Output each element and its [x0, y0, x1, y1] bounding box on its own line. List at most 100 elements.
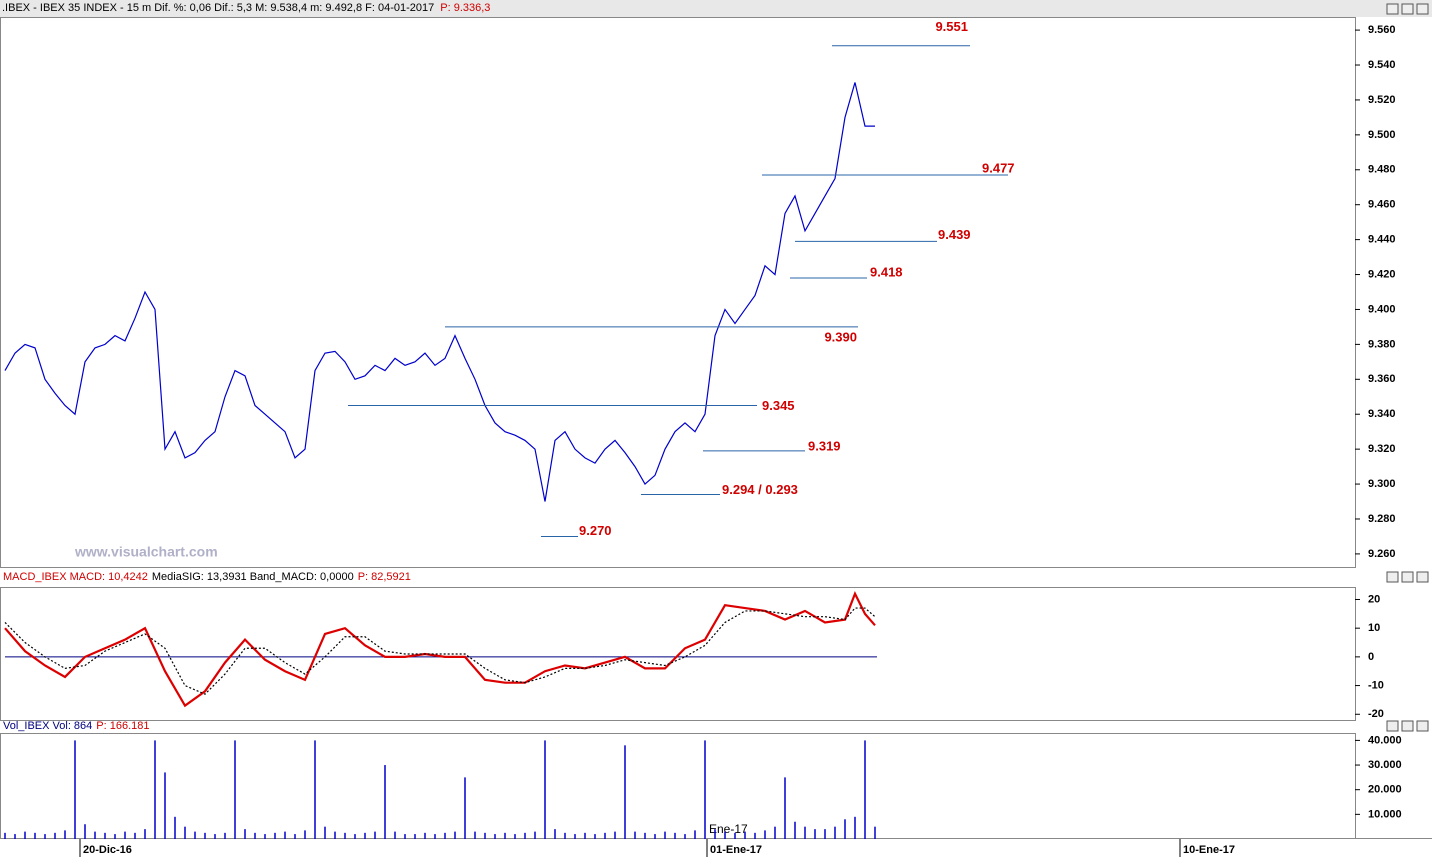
volume-bar	[104, 832, 106, 839]
volume-bar	[624, 745, 626, 839]
volume-bar	[464, 777, 466, 839]
volume-bar	[354, 834, 356, 839]
volume-bar	[574, 834, 576, 839]
y-tick-label: 9.360	[1368, 373, 1396, 385]
y-tick-label: 0	[1368, 651, 1374, 663]
volume-bar	[534, 831, 536, 839]
volume-bar	[754, 832, 756, 839]
close-button[interactable]	[1416, 720, 1429, 732]
volume-bar	[324, 826, 326, 839]
y-tick-label: 9.400	[1368, 303, 1396, 315]
minimize-button[interactable]	[1386, 571, 1399, 583]
volume-bar	[214, 834, 216, 839]
volume-bar	[194, 831, 196, 839]
volume-bar	[494, 834, 496, 839]
y-tick-label: 9.540	[1368, 59, 1396, 71]
volume-bar	[514, 834, 516, 839]
volume-bar	[874, 826, 876, 839]
volume-header: Vol_IBEX Vol: 864 P: 166.181	[3, 720, 150, 732]
volume-bar	[634, 831, 636, 839]
title-bar	[0, 0, 1432, 17]
volume-bar	[264, 834, 266, 839]
volume-bar	[854, 816, 856, 839]
volume-bar	[484, 832, 486, 839]
volume-bar	[524, 832, 526, 839]
y-tick-label: 9.440	[1368, 234, 1396, 246]
volume-bar	[664, 831, 666, 839]
price-panel	[0, 17, 1356, 568]
y-tick-label: 9.280	[1368, 513, 1396, 525]
volume-bar	[824, 829, 826, 839]
volume-bar	[714, 829, 716, 839]
level-label: 9.418	[870, 264, 903, 279]
macd-panel	[0, 587, 1356, 721]
volume-bar	[734, 832, 736, 839]
window-buttons	[1386, 3, 1429, 732]
volume-bar	[314, 740, 316, 839]
level-label: 9.270	[579, 523, 612, 538]
volume-bar	[44, 834, 46, 839]
minimize-button[interactable]	[1386, 720, 1399, 732]
close-button[interactable]	[1416, 3, 1429, 15]
volume-bar	[364, 832, 366, 839]
volume-title: Vol_IBEX Vol: 864	[3, 720, 92, 732]
volume-bar	[24, 831, 26, 839]
header-price: P: 9.336,3	[440, 2, 490, 14]
volume-bar	[294, 834, 296, 839]
x-tick-label: 20-Dic-16	[83, 844, 132, 856]
volume-bar	[844, 819, 846, 839]
y-tick-label: -20	[1368, 708, 1384, 720]
y-tick-label: 9.480	[1368, 164, 1396, 176]
maximize-button[interactable]	[1401, 571, 1414, 583]
y-tick-label: -10	[1368, 679, 1384, 691]
volume-bar	[654, 834, 656, 839]
period-label: Ene-17	[709, 822, 748, 836]
y-tick-label: 9.560	[1368, 24, 1396, 36]
volume-bar	[554, 829, 556, 839]
level-label: 9.345	[762, 398, 795, 413]
volume-bar	[334, 831, 336, 839]
volume-bar	[644, 832, 646, 839]
macd-note: P: 82,5921	[358, 571, 411, 583]
volume-bar	[744, 831, 746, 839]
macd-line	[4, 607, 876, 695]
y-tick-label: 9.420	[1368, 268, 1396, 280]
macd-title: MACD_IBEX MACD: 10,4242	[3, 571, 148, 583]
volume-bar	[224, 832, 226, 839]
volume-bar	[164, 772, 166, 839]
volume-bar	[154, 740, 156, 839]
volume-bar	[344, 832, 346, 839]
volume-bar	[274, 832, 276, 839]
y-tick-label: 9.260	[1368, 548, 1396, 560]
volume-bar	[134, 832, 136, 839]
volume-bar	[794, 821, 796, 839]
volume-bar	[684, 834, 686, 839]
y-tick-label: 10.000	[1368, 808, 1402, 820]
level-label: 9.390	[824, 329, 857, 344]
volume-bar	[284, 831, 286, 839]
y-tick-label: 9.340	[1368, 408, 1396, 420]
x-tick-label: 10-Ene-17	[1183, 844, 1235, 856]
volume-bar	[414, 834, 416, 839]
volume-bar	[124, 831, 126, 839]
maximize-button[interactable]	[1401, 3, 1414, 15]
volume-bar	[64, 830, 66, 839]
volume-bar	[864, 740, 866, 839]
close-button[interactable]	[1416, 571, 1429, 583]
volume-bar	[704, 740, 706, 839]
volume-bar	[94, 831, 96, 839]
maximize-button[interactable]	[1401, 720, 1414, 732]
volume-bar	[474, 831, 476, 839]
minimize-button[interactable]	[1386, 3, 1399, 15]
y-tick-label: 9.380	[1368, 338, 1396, 350]
x-tick-label: 01-Ene-17	[710, 844, 762, 856]
volume-bar	[34, 832, 36, 839]
volume-bar	[604, 832, 606, 839]
volume-bar	[374, 831, 376, 839]
volume-bar	[764, 830, 766, 839]
volume-bar	[774, 826, 776, 839]
volume-bar	[504, 832, 506, 839]
volume-bar	[564, 832, 566, 839]
